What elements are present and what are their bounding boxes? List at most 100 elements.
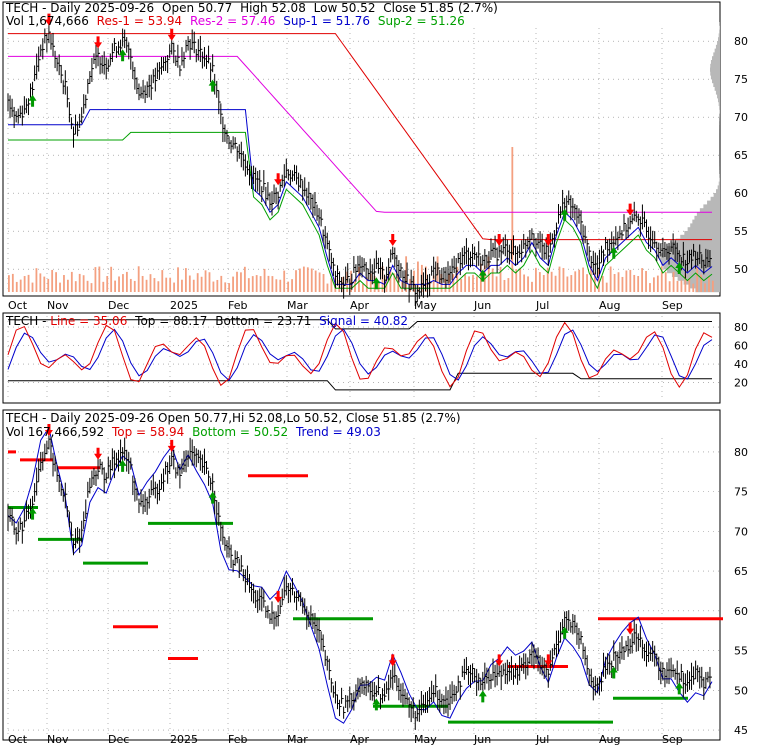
- volume-bar: [255, 275, 258, 292]
- volume-bar: [704, 283, 706, 292]
- trend-buy-arrow: [118, 459, 127, 472]
- trend-y-tick: 60: [734, 605, 748, 618]
- volume-profile-bar: [712, 56, 720, 61]
- volume-profile-bar: [660, 253, 720, 258]
- oscillator-header-bottom: Bottom = 23.71: [215, 314, 311, 328]
- volume-bar: [507, 278, 510, 292]
- volume-bar: [279, 279, 282, 292]
- volume-bar: [546, 267, 549, 292]
- price-x-label: Feb: [228, 299, 247, 312]
- volume-bar: [409, 278, 411, 292]
- volume-bar: [220, 275, 223, 292]
- support-resistance-lines: [8, 33, 713, 290]
- volume-profile-bar: [715, 189, 720, 194]
- oscillator-lines: [7, 319, 713, 391]
- volume-bar: [472, 274, 474, 292]
- volume-bar: [535, 267, 537, 292]
- volume-bar: [365, 277, 368, 292]
- volume-bar: [637, 276, 640, 292]
- trend-sell-arrow: [94, 447, 103, 460]
- volume-bar: [322, 274, 325, 292]
- volume-profile-bar: [710, 75, 720, 80]
- volume-bar: [39, 273, 42, 292]
- volume-bar: [523, 274, 526, 292]
- resistance-1-line: [8, 33, 712, 241]
- oscillator-y-tick: 20: [734, 377, 748, 390]
- sell-arrow: [94, 36, 103, 49]
- support-2-line: [8, 131, 713, 290]
- volume-bar: [503, 279, 506, 292]
- volume-bar: [78, 273, 81, 292]
- volume-bar: [228, 283, 231, 292]
- trend-sell-arrow: [388, 654, 397, 667]
- price-y-tick: 70: [734, 111, 748, 124]
- volume-bar: [98, 266, 101, 292]
- volume-profile-bar: [710, 63, 720, 68]
- price-header-close: Close 51.85 (2.7%): [383, 1, 498, 15]
- price-header-vol: Vol 1,674,666: [6, 14, 89, 28]
- volume-bar: [358, 266, 360, 292]
- oscillator-top-line: [8, 319, 712, 330]
- oscillator-signal-line: [7, 328, 713, 382]
- volume-bar: [299, 268, 301, 292]
- volume-bar: [122, 274, 124, 292]
- volume-bar: [621, 276, 624, 292]
- volume-bar: [110, 266, 113, 292]
- volume-bar: [660, 266, 663, 292]
- price-x-label: Sep: [662, 299, 683, 312]
- volume-profile-bar: [670, 242, 720, 247]
- volume-bar: [283, 270, 286, 292]
- volume-bar: [66, 279, 69, 292]
- volume-bar: [118, 276, 120, 292]
- price-y-tick: 65: [734, 149, 748, 162]
- oscillator-grid: [3, 316, 720, 401]
- volume-profile-bar: [710, 196, 720, 201]
- volume-bar: [330, 278, 333, 292]
- volume-bar: [125, 271, 128, 292]
- volume-bar: [570, 275, 573, 292]
- volume-bar: [74, 281, 77, 292]
- trend-buy-arrow: [560, 626, 569, 639]
- volume-bar: [558, 266, 561, 292]
- volume-bar: [346, 271, 349, 292]
- volume-profile-bar: [717, 37, 720, 42]
- volume-bar: [566, 276, 569, 292]
- volume-bar: [302, 266, 305, 292]
- volume-profile-bar: [692, 219, 720, 224]
- buy-arrow: [208, 79, 217, 92]
- price-x-label: 2025: [170, 299, 198, 312]
- volume-profile-bar: [713, 52, 720, 57]
- trend-price-bars: [7, 433, 712, 730]
- volume-bar: [196, 273, 199, 292]
- volume-profile-bar: [675, 238, 720, 243]
- price-x-label: Jun: [473, 299, 491, 312]
- volume-bar: [90, 283, 93, 292]
- price-header-high: High 52.08: [240, 1, 306, 15]
- volume-profile-bar: [713, 82, 720, 87]
- volume-bar: [633, 274, 636, 292]
- volume-bar: [350, 270, 352, 292]
- volume-profile-bar: [714, 48, 720, 53]
- trend-y-tick: 80: [734, 446, 748, 459]
- buy-arrow: [28, 94, 37, 107]
- volume-profile-bar: [707, 200, 720, 205]
- volume-profile-bar: [699, 208, 720, 213]
- volume-bar: [200, 276, 203, 292]
- volume-bar: [653, 277, 655, 292]
- volume-bar: [106, 276, 109, 292]
- volume-bar: [31, 282, 34, 292]
- volume-profile-bar: [719, 177, 720, 182]
- price-x-label: Apr: [350, 299, 370, 312]
- volume-bar: [19, 279, 22, 292]
- trend-y-tick: 70: [734, 525, 748, 538]
- volume-bar: [676, 280, 679, 292]
- price-x-label: Aug: [599, 299, 620, 312]
- volume-bar: [177, 267, 179, 292]
- buy-arrow: [675, 262, 684, 274]
- signal-arrows: [28, 13, 684, 290]
- price-header-sup2: Sup-2 = 51.26: [378, 14, 465, 28]
- volume-bar: [208, 272, 211, 292]
- volume-bar: [479, 263, 482, 292]
- volume-bar: [165, 277, 168, 292]
